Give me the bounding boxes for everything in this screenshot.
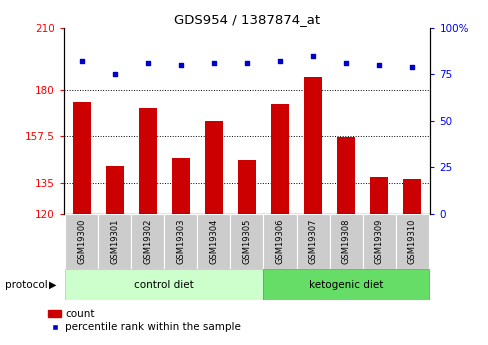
Point xyxy=(177,62,184,68)
Bar xyxy=(402,179,420,214)
Bar xyxy=(362,214,395,269)
Text: GSM19309: GSM19309 xyxy=(374,219,383,264)
Text: GSM19302: GSM19302 xyxy=(143,219,152,264)
Point xyxy=(308,53,316,58)
Point xyxy=(209,60,217,66)
Text: control diet: control diet xyxy=(134,280,194,289)
Text: GSM19305: GSM19305 xyxy=(242,219,251,264)
Bar xyxy=(197,214,230,269)
Bar xyxy=(296,214,329,269)
Bar xyxy=(204,121,223,214)
Point xyxy=(342,60,349,66)
Point xyxy=(78,58,85,64)
Text: GSM19308: GSM19308 xyxy=(341,219,350,264)
Bar xyxy=(369,177,387,214)
Point xyxy=(407,64,415,69)
Point xyxy=(276,58,284,64)
Point xyxy=(243,60,250,66)
Bar xyxy=(336,137,354,214)
Point xyxy=(374,62,382,68)
Bar xyxy=(263,214,296,269)
Bar xyxy=(164,214,197,269)
Bar xyxy=(105,166,123,214)
Text: GSM19306: GSM19306 xyxy=(275,219,284,264)
Bar xyxy=(65,269,263,300)
Text: ketogenic diet: ketogenic diet xyxy=(308,280,383,289)
Title: GDS954 / 1387874_at: GDS954 / 1387874_at xyxy=(174,13,319,27)
Text: GSM19303: GSM19303 xyxy=(176,219,185,264)
Text: protocol: protocol xyxy=(5,280,47,289)
Bar xyxy=(65,214,98,269)
Point xyxy=(111,71,119,77)
Point xyxy=(143,60,151,66)
Bar xyxy=(131,214,164,269)
Bar xyxy=(329,214,362,269)
Bar xyxy=(270,104,288,214)
Bar xyxy=(230,214,263,269)
Bar xyxy=(395,214,428,269)
Text: GSM19307: GSM19307 xyxy=(308,219,317,264)
Text: ▶: ▶ xyxy=(49,280,56,289)
Bar xyxy=(98,214,131,269)
Text: GSM19304: GSM19304 xyxy=(209,219,218,264)
Legend: count, percentile rank within the sample: count, percentile rank within the sample xyxy=(44,305,244,336)
Bar xyxy=(304,77,322,214)
Bar xyxy=(73,102,91,214)
Text: GSM19301: GSM19301 xyxy=(110,219,119,264)
Bar xyxy=(139,108,157,214)
Text: GSM19310: GSM19310 xyxy=(407,219,416,264)
Text: GSM19300: GSM19300 xyxy=(77,219,86,264)
Bar xyxy=(171,158,189,214)
Bar xyxy=(263,269,428,300)
Bar xyxy=(237,160,256,214)
